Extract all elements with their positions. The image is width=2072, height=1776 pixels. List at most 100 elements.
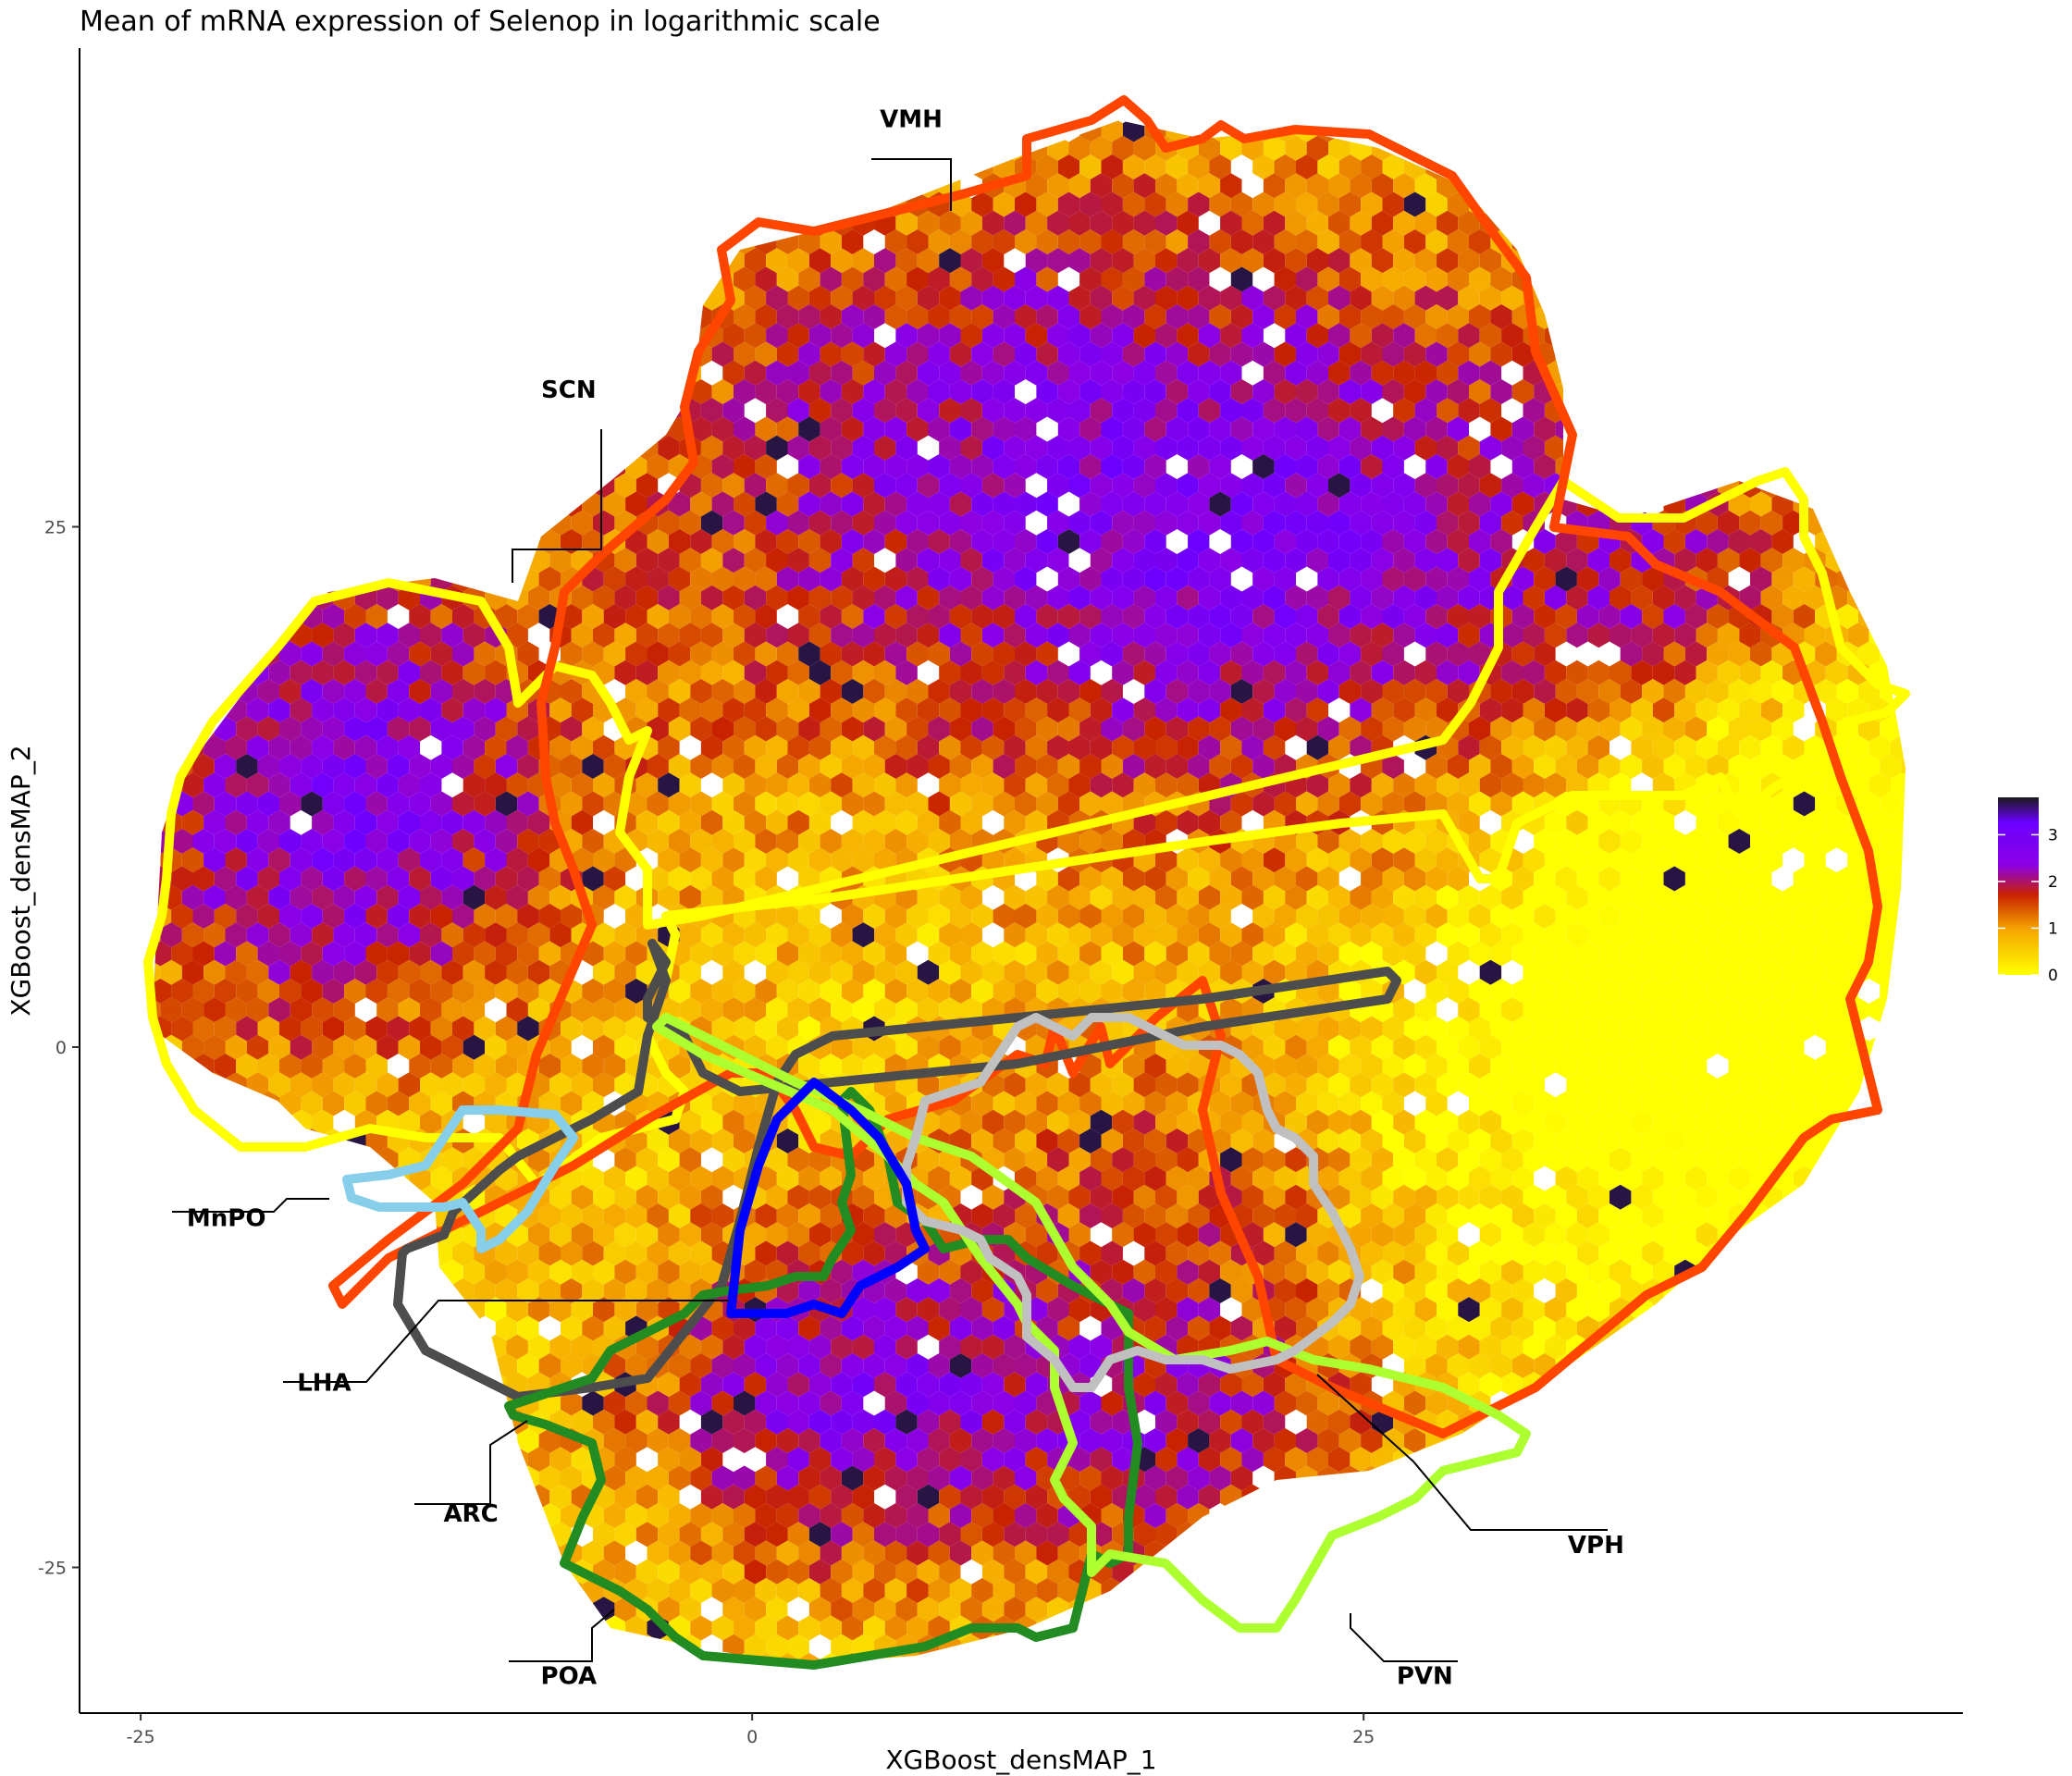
hex-bin	[204, 248, 226, 274]
hex-bin	[1782, 285, 1805, 311]
hex-bin	[1209, 754, 1231, 779]
hex-bin	[1901, 1016, 1906, 1042]
hex-bin	[1490, 679, 1512, 704]
hex-bin	[214, 454, 237, 479]
hex-bin	[1771, 229, 1794, 254]
hex-bin	[1306, 173, 1328, 199]
hex-bin	[831, 697, 853, 723]
hex-bin	[192, 1240, 215, 1266]
hex-bin	[1544, 435, 1567, 461]
hex-bin	[153, 1091, 172, 1116]
hex-bin	[1717, 734, 1740, 760]
hex-bin	[153, 679, 172, 704]
hex-bin	[906, 604, 929, 629]
hex-bin	[820, 304, 842, 329]
hex-bin	[236, 529, 258, 554]
hex-bin	[1684, 529, 1708, 554]
hex-bin	[874, 285, 896, 311]
hex-bin	[376, 398, 399, 424]
hex-bin	[128, 229, 149, 254]
hex-bin	[1285, 135, 1307, 161]
hex-bin	[301, 341, 323, 367]
hex-bin	[766, 510, 788, 536]
hex-bin	[474, 566, 496, 592]
hex-bin	[312, 248, 334, 274]
hex-bin	[495, 229, 518, 254]
hex-bin	[1771, 1240, 1794, 1266]
hex-bin	[1317, 716, 1339, 742]
hex-bin	[409, 454, 431, 479]
hex-bin	[1610, 623, 1632, 648]
hex-bin	[517, 154, 539, 179]
hex-bin	[420, 473, 442, 499]
hex-bin	[1501, 173, 1523, 199]
hex-bin	[344, 191, 366, 217]
hex-bin	[808, 248, 832, 274]
hex-bin	[1285, 473, 1307, 499]
hex-bin	[1090, 473, 1113, 499]
hex-bin	[1004, 510, 1026, 536]
hex-bin	[949, 791, 972, 817]
hex-bin	[1306, 360, 1328, 386]
hex-bin	[1004, 585, 1026, 610]
hex-bin	[1350, 323, 1372, 349]
hex-bin	[960, 809, 982, 835]
hex-bin	[1750, 754, 1772, 779]
hex-bin	[1015, 416, 1037, 442]
hex-bin	[561, 604, 583, 629]
hex-bin	[1880, 120, 1902, 142]
hex-bin	[160, 660, 182, 685]
hex-bin	[895, 135, 918, 161]
hex-bin	[1739, 623, 1761, 648]
hex-bin	[1317, 304, 1339, 329]
hex-bin	[1804, 248, 1826, 274]
hex-bin	[971, 679, 993, 704]
hex-bin	[614, 210, 636, 236]
hex-bin	[1458, 660, 1480, 685]
hex-bin	[1868, 248, 1891, 274]
hex-bin	[949, 120, 972, 142]
hex-bin	[1642, 304, 1664, 329]
hex-bin	[153, 285, 161, 311]
hex-bin	[1198, 248, 1221, 274]
hex-bin	[808, 285, 832, 311]
hex-bin	[755, 120, 777, 142]
hex-bin	[798, 604, 820, 629]
hex-bin	[635, 398, 659, 424]
hex-bin	[1511, 341, 1535, 367]
hex-bin	[1663, 154, 1685, 179]
hex-bin	[1437, 360, 1459, 386]
hex-bin	[1674, 323, 1696, 349]
hex-bin	[582, 266, 604, 292]
hex-bin	[1306, 323, 1328, 349]
hex-bin	[1144, 341, 1166, 367]
hex-bin	[1815, 304, 1837, 329]
hex-bin	[430, 120, 452, 142]
hex-bin	[128, 342, 149, 367]
hex-bin	[1555, 679, 1577, 704]
hex-bin	[658, 435, 680, 461]
hex-bin	[841, 120, 864, 142]
hex-bin	[668, 229, 691, 254]
hex-bin	[1479, 734, 1502, 760]
hex-bin	[365, 754, 388, 779]
hex-bin	[949, 679, 972, 704]
hex-bin	[1479, 398, 1502, 424]
hex-bin	[1350, 398, 1372, 424]
hex-bin	[1857, 1240, 1881, 1266]
hex-bin	[1620, 416, 1643, 442]
hex-bin	[820, 604, 842, 629]
hex-bin	[1371, 623, 1394, 648]
hex-bin	[1437, 398, 1459, 424]
hex-bin	[1782, 248, 1805, 274]
hex-bin	[365, 679, 388, 704]
hex-bin	[906, 754, 929, 779]
hex-bin	[1036, 679, 1058, 704]
hex-bin	[1847, 1222, 1869, 1248]
hex-bin	[538, 416, 561, 442]
hex-bin	[593, 435, 615, 461]
hex-bin	[1804, 1259, 1826, 1285]
hex-bin	[1815, 491, 1837, 517]
hex-bin	[1576, 341, 1599, 367]
hex-bin	[1652, 135, 1675, 161]
